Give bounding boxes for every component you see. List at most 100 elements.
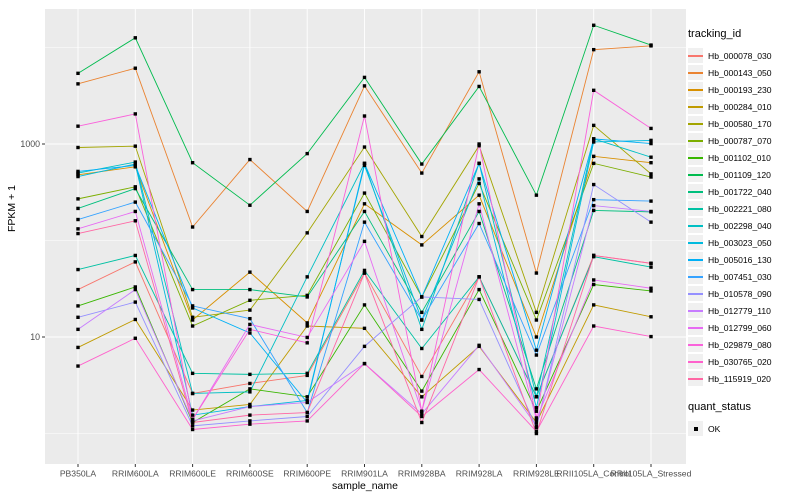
legend-entry: Hb_000143_050 (688, 64, 800, 81)
data-point (649, 138, 653, 143)
data-point (362, 344, 367, 349)
data-point (248, 298, 252, 303)
data-point (420, 327, 424, 332)
data-point (76, 124, 80, 128)
legend-line-icon (688, 207, 703, 210)
data-point (362, 191, 367, 195)
data-point (76, 267, 80, 272)
data-point (592, 324, 596, 328)
data-point (133, 219, 137, 223)
legend-shape-items: OK (688, 420, 800, 437)
x-tick-label: RRII105LA_Stressed (611, 469, 692, 479)
data-point (190, 371, 195, 376)
data-point (420, 346, 424, 351)
legend-entry: Hb_002221_080 (688, 200, 800, 217)
data-point (534, 416, 539, 420)
legend-line-icon (688, 173, 703, 176)
data-point (248, 422, 252, 426)
legend-line-icon (688, 343, 703, 346)
data-point (362, 163, 367, 168)
data-point (362, 239, 367, 244)
legend-key-swatch (688, 48, 703, 63)
legend-line-icon (688, 326, 703, 329)
data-point (305, 410, 309, 415)
x-tick-label: PB350LA (60, 469, 97, 479)
data-point (592, 154, 596, 159)
data-point (534, 431, 539, 436)
data-point (362, 145, 367, 149)
data-point (649, 315, 653, 319)
data-point (76, 71, 80, 76)
data-point (133, 186, 137, 191)
x-tick-label: RRIM600LE (169, 469, 216, 479)
data-point (305, 275, 309, 279)
data-point (477, 84, 481, 89)
data-point (592, 197, 596, 202)
legend-entry-label: Hb_029879_080 (708, 339, 772, 350)
legend-entry-label: Hb_001109_120 (708, 169, 771, 180)
data-point (133, 163, 137, 168)
data-point (420, 412, 424, 416)
data-point (76, 217, 80, 222)
data-point (592, 253, 596, 258)
legend-key-swatch (688, 286, 703, 301)
data-point (362, 268, 367, 273)
data-point (592, 282, 596, 287)
data-point (248, 372, 252, 377)
legend-entry-label: Hb_000143_050 (708, 67, 772, 78)
data-point (592, 88, 596, 93)
legend-entry-label: Hb_012799_060 (708, 322, 772, 333)
legend-key-swatch (688, 99, 703, 114)
legend-line-icon (688, 224, 703, 227)
data-point (133, 209, 137, 214)
data-point (534, 335, 539, 339)
data-point (76, 227, 80, 231)
data-point (649, 199, 653, 203)
data-point (76, 231, 80, 236)
legend-line-icon (688, 292, 703, 295)
legend-entry: Hb_115919_020 (688, 370, 800, 387)
data-point (649, 265, 653, 269)
data-point (477, 367, 481, 372)
legend-line-icon (688, 241, 703, 244)
data-point (305, 398, 309, 403)
legend-entry: Hb_000193_230 (688, 81, 800, 98)
legend-line-icon (688, 71, 703, 74)
legend-entry-label: Hb_003023_050 (708, 237, 772, 248)
data-point (477, 161, 481, 166)
data-point (76, 304, 80, 308)
data-point (190, 417, 195, 422)
legend-title-quant-status: quant_status (688, 401, 751, 413)
data-point (190, 161, 195, 165)
legend-entry-label: Hb_000787_070 (708, 135, 772, 146)
legend-key-swatch (688, 184, 703, 199)
legend-key-swatch (688, 252, 703, 267)
data-point (305, 209, 309, 214)
data-point (420, 243, 424, 247)
data-point (133, 112, 137, 116)
legend-entry-label: Hb_000580_170 (708, 118, 772, 129)
legend-line-icon (688, 88, 703, 91)
data-point (362, 326, 367, 331)
legend-entry-label: Hb_007451_030 (708, 271, 772, 282)
legend-entry: Hb_007451_030 (688, 268, 800, 285)
data-point (592, 161, 596, 166)
data-point (534, 424, 539, 428)
data-point (477, 193, 481, 197)
data-point (248, 387, 252, 391)
data-point (477, 70, 481, 74)
data-point (76, 197, 80, 201)
data-point (649, 209, 653, 214)
data-point (76, 174, 80, 179)
data-point (420, 318, 424, 322)
data-point (76, 345, 80, 350)
legend-entry-label: Hb_115919_020 (708, 373, 771, 384)
data-point (133, 36, 137, 40)
legend-entry-label: Hb_010578_090 (708, 288, 772, 299)
data-point (76, 206, 80, 211)
data-point (190, 408, 195, 412)
data-point (190, 413, 195, 417)
data-point (248, 331, 252, 335)
data-point (190, 324, 195, 328)
data-point (534, 348, 539, 352)
